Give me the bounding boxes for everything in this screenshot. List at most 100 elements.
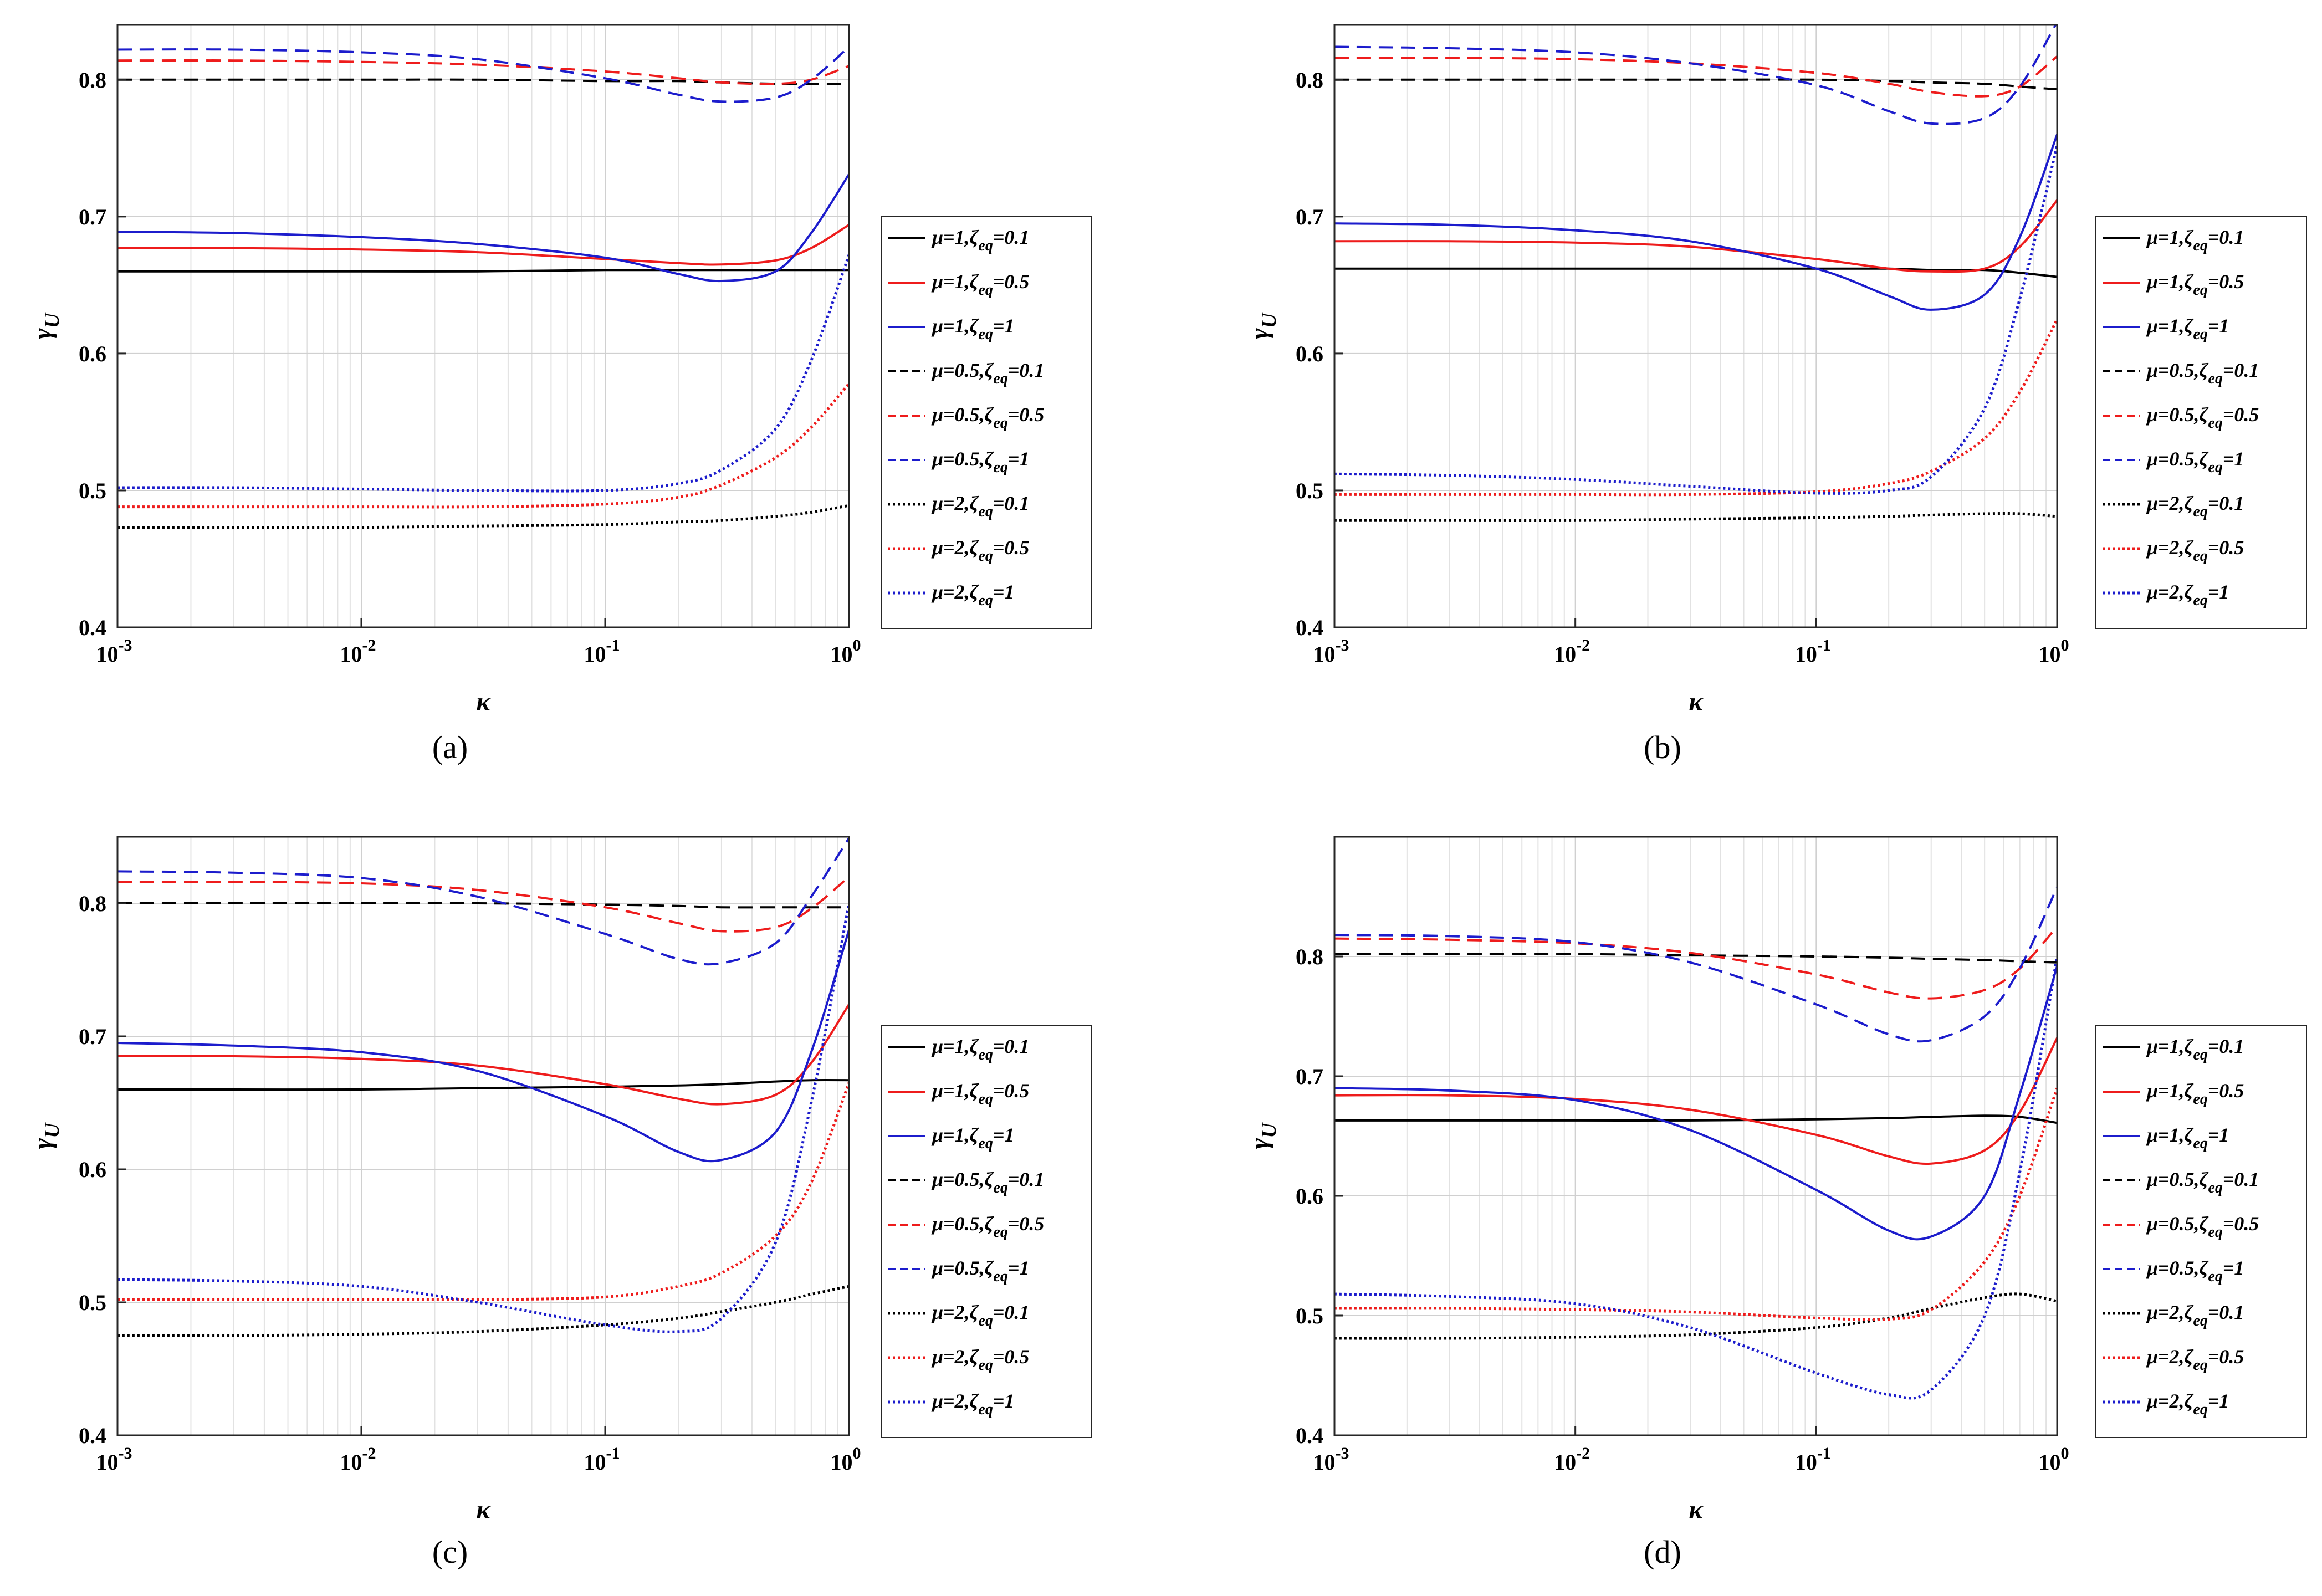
legend-zeta-symbol: ,ζ bbox=[964, 1346, 979, 1368]
legend-label: μ=1,ζeq=0.1 bbox=[2146, 1035, 2244, 1063]
legend-label: μ=1,ζeq=1 bbox=[931, 315, 1014, 343]
panel-caption: (c) bbox=[432, 1534, 468, 1570]
legend-label: μ=0.5,ζeq=1 bbox=[2146, 448, 2244, 476]
legend-zeta-value: 1 bbox=[2219, 1390, 2229, 1412]
y-tick-label: 0.8 bbox=[79, 68, 106, 93]
y-tick-label: 0.6 bbox=[79, 341, 106, 366]
y-tick-label: 0.5 bbox=[79, 478, 106, 503]
legend-label: μ=2,ζeq=1 bbox=[2146, 1390, 2229, 1418]
y-tick-label: 0.7 bbox=[1296, 1064, 1323, 1089]
legend-mu-symbol: μ= bbox=[931, 1124, 955, 1146]
legend-entry: μ=0.5,ζeq=0.1 bbox=[888, 359, 1044, 387]
x-tick-label: 10-2 bbox=[1554, 636, 1590, 667]
legend-zeta-symbol: ,ζ bbox=[964, 492, 979, 514]
legend-zeta-symbol: ,ζ bbox=[2179, 1346, 2194, 1368]
legend-entry: μ=0.5,ζeq=0.1 bbox=[888, 1168, 1044, 1196]
legend-mu-value: 1 bbox=[2170, 1035, 2180, 1057]
x-axis-label: κ bbox=[476, 1495, 491, 1525]
legend-entry: μ=1,ζeq=0.5 bbox=[2103, 270, 2244, 299]
legend-zeta-subscript: eq bbox=[2193, 282, 2207, 299]
legend-zeta-value: 0.5 bbox=[2234, 403, 2259, 426]
legend-mu-value: 1 bbox=[955, 226, 965, 248]
y-tick-label: 0.7 bbox=[79, 204, 106, 229]
series-line bbox=[117, 929, 849, 1163]
legend-zeta-value: 0.1 bbox=[1004, 226, 1029, 248]
legend-mu-value: 0.5 bbox=[955, 359, 980, 381]
legend-equals: = bbox=[993, 581, 1005, 603]
legend-label: μ=2,ζeq=0.5 bbox=[2146, 536, 2244, 565]
legend-zeta-value: 1 bbox=[1004, 1390, 1014, 1412]
legend-entry: μ=2,ζeq=1 bbox=[888, 1390, 1014, 1418]
legend-entry: μ=0.5,ζeq=1 bbox=[888, 448, 1029, 476]
legend-zeta-value: 1 bbox=[2234, 1257, 2244, 1279]
legend: μ=1,ζeq=0.1μ=1,ζeq=0.5μ=1,ζeq=1μ=0.5,ζeq… bbox=[881, 1025, 1092, 1438]
legend-zeta-symbol: ,ζ bbox=[979, 1257, 994, 1279]
x-tick-exponent: -1 bbox=[606, 1444, 620, 1462]
legend-label: μ=0.5,ζeq=0.1 bbox=[2146, 359, 2259, 387]
series-line bbox=[117, 59, 849, 85]
legend-zeta-value: 0.5 bbox=[2219, 536, 2244, 559]
x-tick-base: 10 bbox=[340, 1450, 362, 1475]
x-tick-base: 10 bbox=[1313, 1450, 1336, 1475]
legend-label: μ=0.5,ζeq=1 bbox=[2146, 1257, 2244, 1285]
legend-zeta-value: 0.5 bbox=[2219, 270, 2244, 293]
legend-entry: μ=0.5,ζeq=0.1 bbox=[2103, 359, 2259, 387]
legend-entry: μ=0.5,ζeq=0.5 bbox=[888, 1213, 1044, 1241]
x-axis-label: κ bbox=[1689, 1495, 1704, 1525]
legend-zeta-subscript: eq bbox=[978, 326, 993, 343]
legend-equals: = bbox=[2223, 1168, 2234, 1190]
legend-zeta-symbol: ,ζ bbox=[964, 226, 979, 248]
legend-mu-symbol: μ= bbox=[931, 359, 955, 381]
series-line bbox=[117, 45, 849, 103]
legend-equals: = bbox=[993, 536, 1005, 559]
legend-zeta-value: 0.1 bbox=[2234, 1168, 2259, 1190]
y-tick-label: 0.4 bbox=[1296, 1423, 1323, 1448]
x-tick-base: 10 bbox=[340, 642, 362, 667]
legend-mu-value: 1 bbox=[955, 1124, 965, 1146]
y-tick-label: 0.7 bbox=[79, 1024, 106, 1049]
legend-mu-value: 2 bbox=[954, 536, 965, 559]
legend-mu-value: 0.5 bbox=[955, 448, 980, 470]
legend-zeta-symbol: ,ζ bbox=[2194, 448, 2209, 470]
legend-mu-symbol: μ= bbox=[2146, 1124, 2170, 1146]
legend-equals: = bbox=[2208, 1035, 2219, 1057]
legend-label: μ=1,ζeq=1 bbox=[931, 1124, 1014, 1152]
legend-entry: μ=1,ζeq=0.5 bbox=[888, 1080, 1029, 1108]
legend-zeta-symbol: ,ζ bbox=[2179, 270, 2194, 293]
series-line bbox=[117, 1285, 849, 1337]
series-line bbox=[1334, 1087, 2057, 1322]
x-tick-exponent: -2 bbox=[1576, 636, 1590, 654]
legend-entry: μ=2,ζeq=0.5 bbox=[888, 536, 1029, 565]
y-axis-label-subscript: U bbox=[1257, 1122, 1281, 1138]
y-tick-label: 0.8 bbox=[79, 891, 106, 916]
legend-mu-symbol: μ= bbox=[2146, 1213, 2170, 1235]
legend-mu-value: 2 bbox=[2169, 536, 2180, 559]
legend-mu-symbol: μ= bbox=[2146, 1035, 2170, 1057]
legend-mu-symbol: μ= bbox=[931, 1035, 955, 1057]
series-line bbox=[117, 1004, 849, 1106]
series-line bbox=[1334, 55, 2057, 98]
legend-zeta-value: 0.1 bbox=[1019, 359, 1044, 381]
legend-zeta-symbol: ,ζ bbox=[2179, 226, 2194, 248]
legend-mu-symbol: μ= bbox=[2146, 226, 2170, 248]
legend-zeta-symbol: ,ζ bbox=[2194, 403, 2209, 426]
legend: μ=1,ζeq=0.1μ=1,ζeq=0.5μ=1,ζeq=1μ=0.5,ζeq… bbox=[2095, 1025, 2307, 1438]
legend-box bbox=[881, 216, 1092, 629]
legend-entry: μ=1,ζeq=1 bbox=[888, 315, 1014, 343]
legend-mu-symbol: μ= bbox=[931, 403, 955, 426]
legend-equals: = bbox=[2223, 359, 2234, 381]
legend-mu-symbol: μ= bbox=[2146, 581, 2170, 603]
y-tick-label: 0.4 bbox=[1296, 615, 1323, 640]
legend-equals: = bbox=[1008, 1213, 1020, 1235]
legend-entry: μ=2,ζeq=0.1 bbox=[888, 492, 1029, 520]
series-line bbox=[117, 902, 849, 909]
legend-entry: μ=2,ζeq=0.5 bbox=[2103, 1346, 2244, 1374]
legend-zeta-value: 0.1 bbox=[2219, 1301, 2244, 1323]
series-line bbox=[117, 1079, 849, 1091]
legend-zeta-value: 1 bbox=[1019, 1257, 1029, 1279]
series-line bbox=[117, 504, 849, 529]
legend-entry: μ=1,ζeq=0.5 bbox=[888, 270, 1029, 299]
y-axis-label-main: γ bbox=[1245, 1138, 1274, 1149]
legend-entry: μ=2,ζeq=0.5 bbox=[2103, 536, 2244, 565]
legend-zeta-symbol: ,ζ bbox=[964, 1035, 979, 1057]
